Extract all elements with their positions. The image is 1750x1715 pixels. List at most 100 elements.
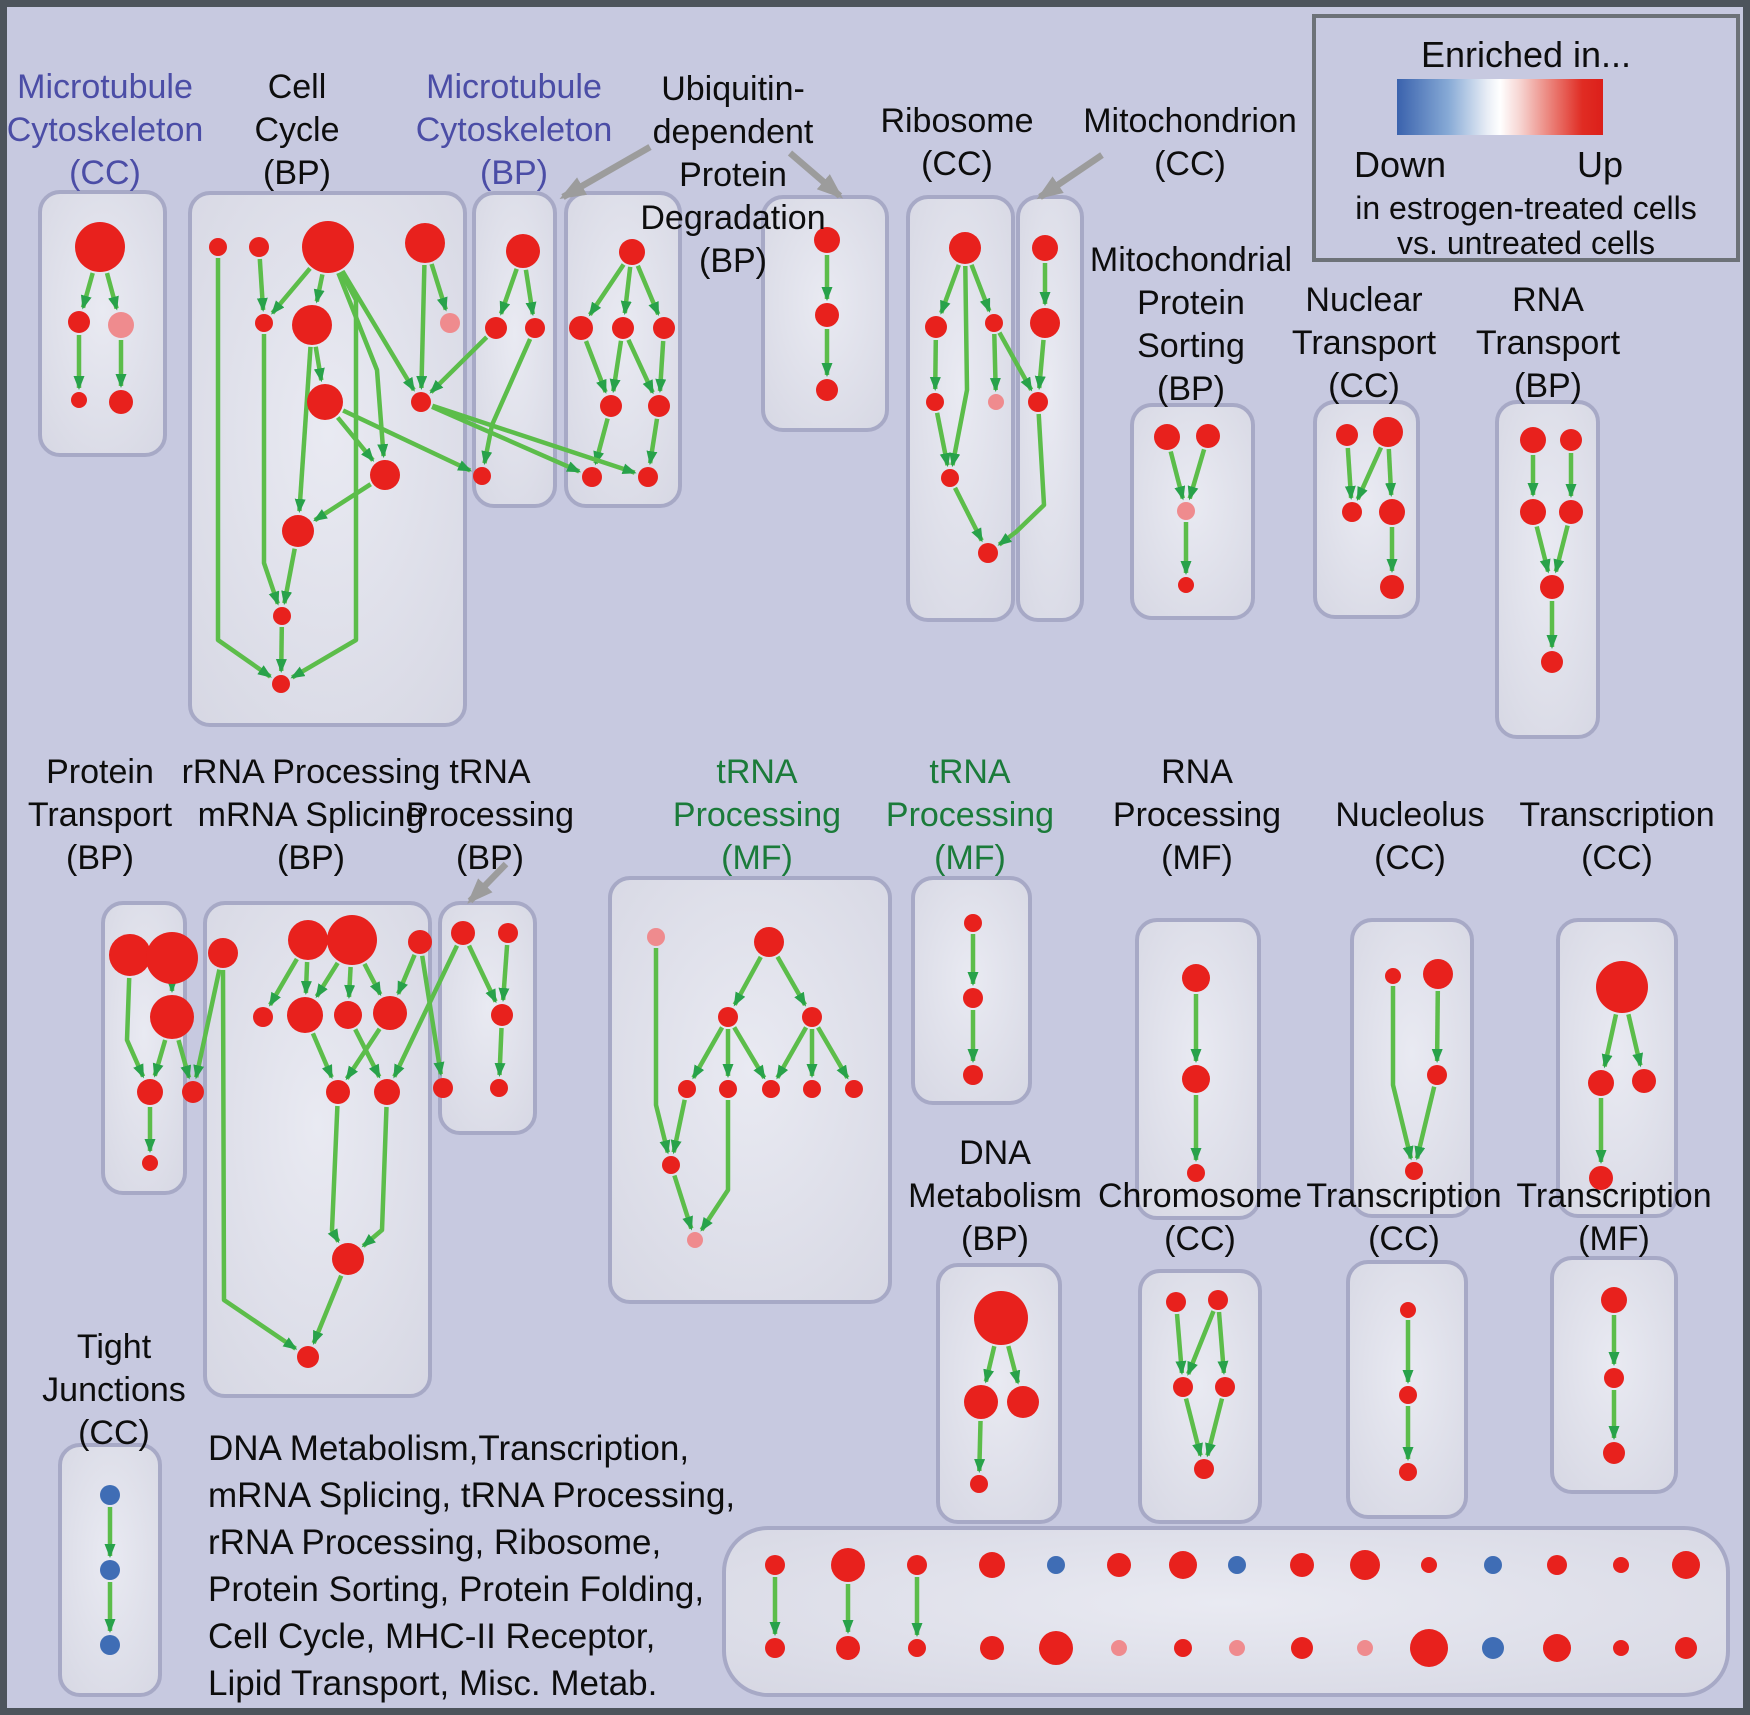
microtubule-cytoskeleton-bp-node-3 [473, 467, 491, 485]
nuclear-transport-cc-node-2 [1342, 502, 1362, 522]
rna-transport-bp-label-line: RNA [1512, 281, 1584, 319]
dna-metabolism-bp-label-line: Metabolism [908, 1177, 1082, 1215]
rrna-processing-mrna-splicing-bp-node-2 [327, 915, 377, 965]
legend-gradient-bar [1397, 79, 1603, 135]
nucleolus-cc-box [1350, 918, 1474, 1218]
transcription-cc-mid-label-line: Transcription [1519, 796, 1714, 834]
misc-groups-node-26 [1482, 1637, 1504, 1659]
microtubule-cytoskeleton-cc-label-line: Microtubule [17, 68, 193, 106]
ribosome-cc-node-5 [941, 469, 959, 487]
transcription-cc-mid-node-0 [1596, 961, 1648, 1013]
misc-groups-node-17 [908, 1639, 926, 1657]
misc-groups-note-line: rRNA Processing, Ribosome, [208, 1523, 662, 1562]
rna-transport-bp-label-line: (BP) [1514, 367, 1582, 405]
trna-processing-bp-node-4 [490, 1079, 508, 1097]
transcription-cc-bot-label-line: (CC) [1368, 1220, 1440, 1258]
nucleolus-cc-node-3 [1405, 1162, 1423, 1180]
ubiquitin-degradation-bp-label-line: dependent [653, 113, 814, 151]
mitochondrion-cc-box [1016, 195, 1084, 622]
mitochondrion-cc-node-1 [1030, 308, 1060, 338]
cell-cycle-bp-node-9 [370, 460, 400, 490]
trna-processing-mf-b-node-0 [964, 914, 982, 932]
cell-cycle-bp-edge [416, 264, 428, 390]
ubiquitin-degradation-bp-edge [655, 340, 667, 393]
ribosome-cc-node-0 [949, 232, 981, 264]
rna-transport-bp-node-4 [1540, 575, 1564, 599]
trna-processing-mf-a-node-4 [678, 1080, 696, 1098]
rna-processing-mf-label-line: Processing [1113, 796, 1281, 834]
misc-groups-node-10 [1421, 1557, 1437, 1573]
misc-groups-node-12 [1547, 1555, 1567, 1575]
rrna-processing-mrna-splicing-bp-edge [220, 969, 298, 1351]
dna-metabolism-bp-node-0 [974, 1291, 1028, 1345]
ubiquitin-degradation-bp-edge [588, 263, 626, 317]
trna-processing-mf-a-node-8 [845, 1080, 863, 1098]
rna-processing-mf-node-0 [1182, 964, 1210, 992]
cell-cycle-bp-edge [290, 270, 359, 680]
nucleolus-cc-label-line: Nucleolus [1335, 796, 1484, 834]
microtubule-cytoskeleton-cc-node-1 [68, 311, 90, 333]
misc-groups-node-5 [1107, 1553, 1131, 1577]
nucleolus-cc-label-line: (CC) [1374, 839, 1446, 877]
transcription-cc-bot-node-1 [1399, 1386, 1417, 1404]
rrna-processing-mrna-splicing-bp-label-line: (BP) [277, 839, 345, 877]
rna-processing-mf-label-line: (MF) [1161, 839, 1233, 877]
ribosome-cc-edge [949, 265, 970, 468]
nodes-layer [68, 221, 1700, 1667]
cell-cycle-bp-node-8 [411, 392, 431, 412]
misc-groups-note-line: DNA Metabolism,Transcription, [208, 1429, 690, 1468]
microtubule-cytoskeleton-bp-label-line: Microtubule [426, 68, 602, 106]
mitochondrion-cc-label-line: Mitochondrion [1083, 102, 1297, 140]
ribosome-cc-node-4 [988, 394, 1004, 410]
misc-groups-note-line: Protein Sorting, Protein Folding, [208, 1570, 705, 1609]
trna-processing-mf-a-label-line: Processing [673, 796, 841, 834]
cell-cycle-bp-label-line: Cell [268, 68, 327, 106]
ribosome-cc-edge [939, 264, 961, 315]
trna-processing-mf-a-edge [653, 948, 671, 1155]
chromosome-cc-edge [1205, 1398, 1225, 1458]
protein-transport-bp-node-1 [146, 932, 198, 984]
transcription-mf-label-line: Transcription [1516, 1177, 1711, 1215]
cell-cycle-bp-edge [281, 548, 297, 606]
nuclear-transport-cc-edge [1344, 447, 1356, 500]
cell-cycle-bp-label-line: (BP) [263, 154, 331, 192]
microtubule-cytoskeleton-bp-node-0 [506, 234, 540, 268]
microtubule-cytoskeleton-bp-node-2 [525, 318, 545, 338]
dna-metabolism-bp-edge [1006, 1345, 1021, 1385]
misc-groups-node-23 [1291, 1637, 1313, 1659]
legend-subtitle-1: in estrogen-treated cells [1355, 190, 1697, 226]
cell-cycle-bp-edge [270, 266, 312, 315]
misc-groups-node-20 [1111, 1640, 1127, 1656]
dna-metabolism-bp-edge [983, 1345, 997, 1384]
nuclear-transport-cc-edge [1385, 448, 1397, 497]
transcription-cc-bot-label-line: Transcription [1306, 1177, 1501, 1215]
rna-processing-mf-node-2 [1187, 1164, 1205, 1182]
misc-groups-node-25 [1410, 1629, 1448, 1667]
misc-groups-node-22 [1229, 1640, 1245, 1656]
trna-processing-mf-a-node-2 [718, 1007, 738, 1027]
trna-processing-mf-b-label-line: Processing [886, 796, 1054, 834]
chromosome-cc-label-line: (CC) [1164, 1220, 1236, 1258]
trna-processing-mf-a-node-3 [802, 1007, 822, 1027]
cell-cycle-bp-node-0 [209, 238, 227, 256]
microtubule-cytoskeleton-bp-edge [523, 269, 537, 317]
cross-edge [193, 969, 222, 1080]
cross-edge [997, 331, 1034, 392]
nucleolus-cc-edge [1390, 986, 1414, 1161]
cell-cycle-bp-edge [313, 346, 325, 383]
legend-title: Enriched in... [1420, 34, 1632, 75]
misc-groups-box [722, 1526, 1730, 1697]
trna-processing-mf-a-edge [672, 1174, 694, 1231]
mitochondrial-protein-sorting-bp-node-2 [1177, 502, 1195, 520]
mitochondrion-cc-node-0 [1032, 235, 1058, 261]
transcription-mf-node-2 [1603, 1442, 1625, 1464]
nuclear-transport-cc-node-0 [1336, 424, 1358, 446]
ubiquitin-degradation-bp-label-line: Protein [679, 156, 787, 194]
trna-processing-bp-edge [466, 944, 498, 1004]
tight-junctions-cc-node-1 [100, 1560, 120, 1580]
labels-layer: Microtubule Cytoskeleton (CC) Cell Cycle (BP)… [7, 68, 1715, 1452]
dna-metabolism-bp-label-line: DNA [959, 1134, 1031, 1172]
chromosome-cc-edge [1186, 1310, 1216, 1376]
